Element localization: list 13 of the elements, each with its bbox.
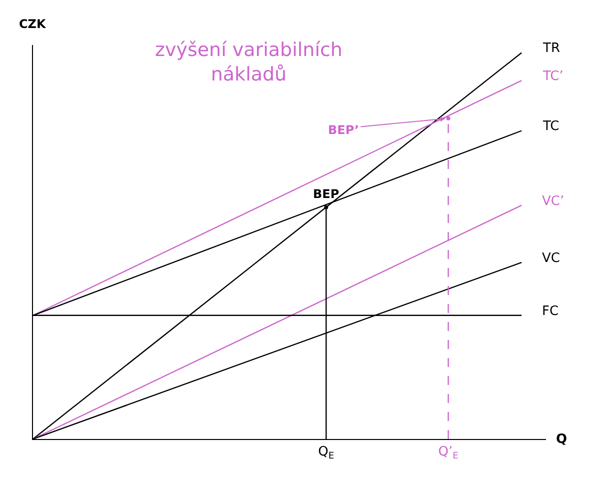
- annotation: BEP: [313, 187, 340, 201]
- series-label: TC: [542, 119, 560, 134]
- series-label: VC’: [542, 194, 564, 209]
- y-axis-title: CZK: [19, 17, 47, 31]
- series-label: TR: [542, 41, 560, 56]
- series-label: VC: [542, 251, 560, 266]
- x-axis-title: Q: [556, 432, 568, 447]
- x-tick-label: Q’$_{E}$: [438, 444, 459, 462]
- series-label: TC’: [542, 69, 564, 84]
- annotation: zvýšení variabilních nákladů: [155, 39, 342, 86]
- x-tick-label: Q$_{E}$: [318, 444, 334, 462]
- series-label: FC: [542, 304, 559, 319]
- annotation: BEP’: [328, 123, 360, 137]
